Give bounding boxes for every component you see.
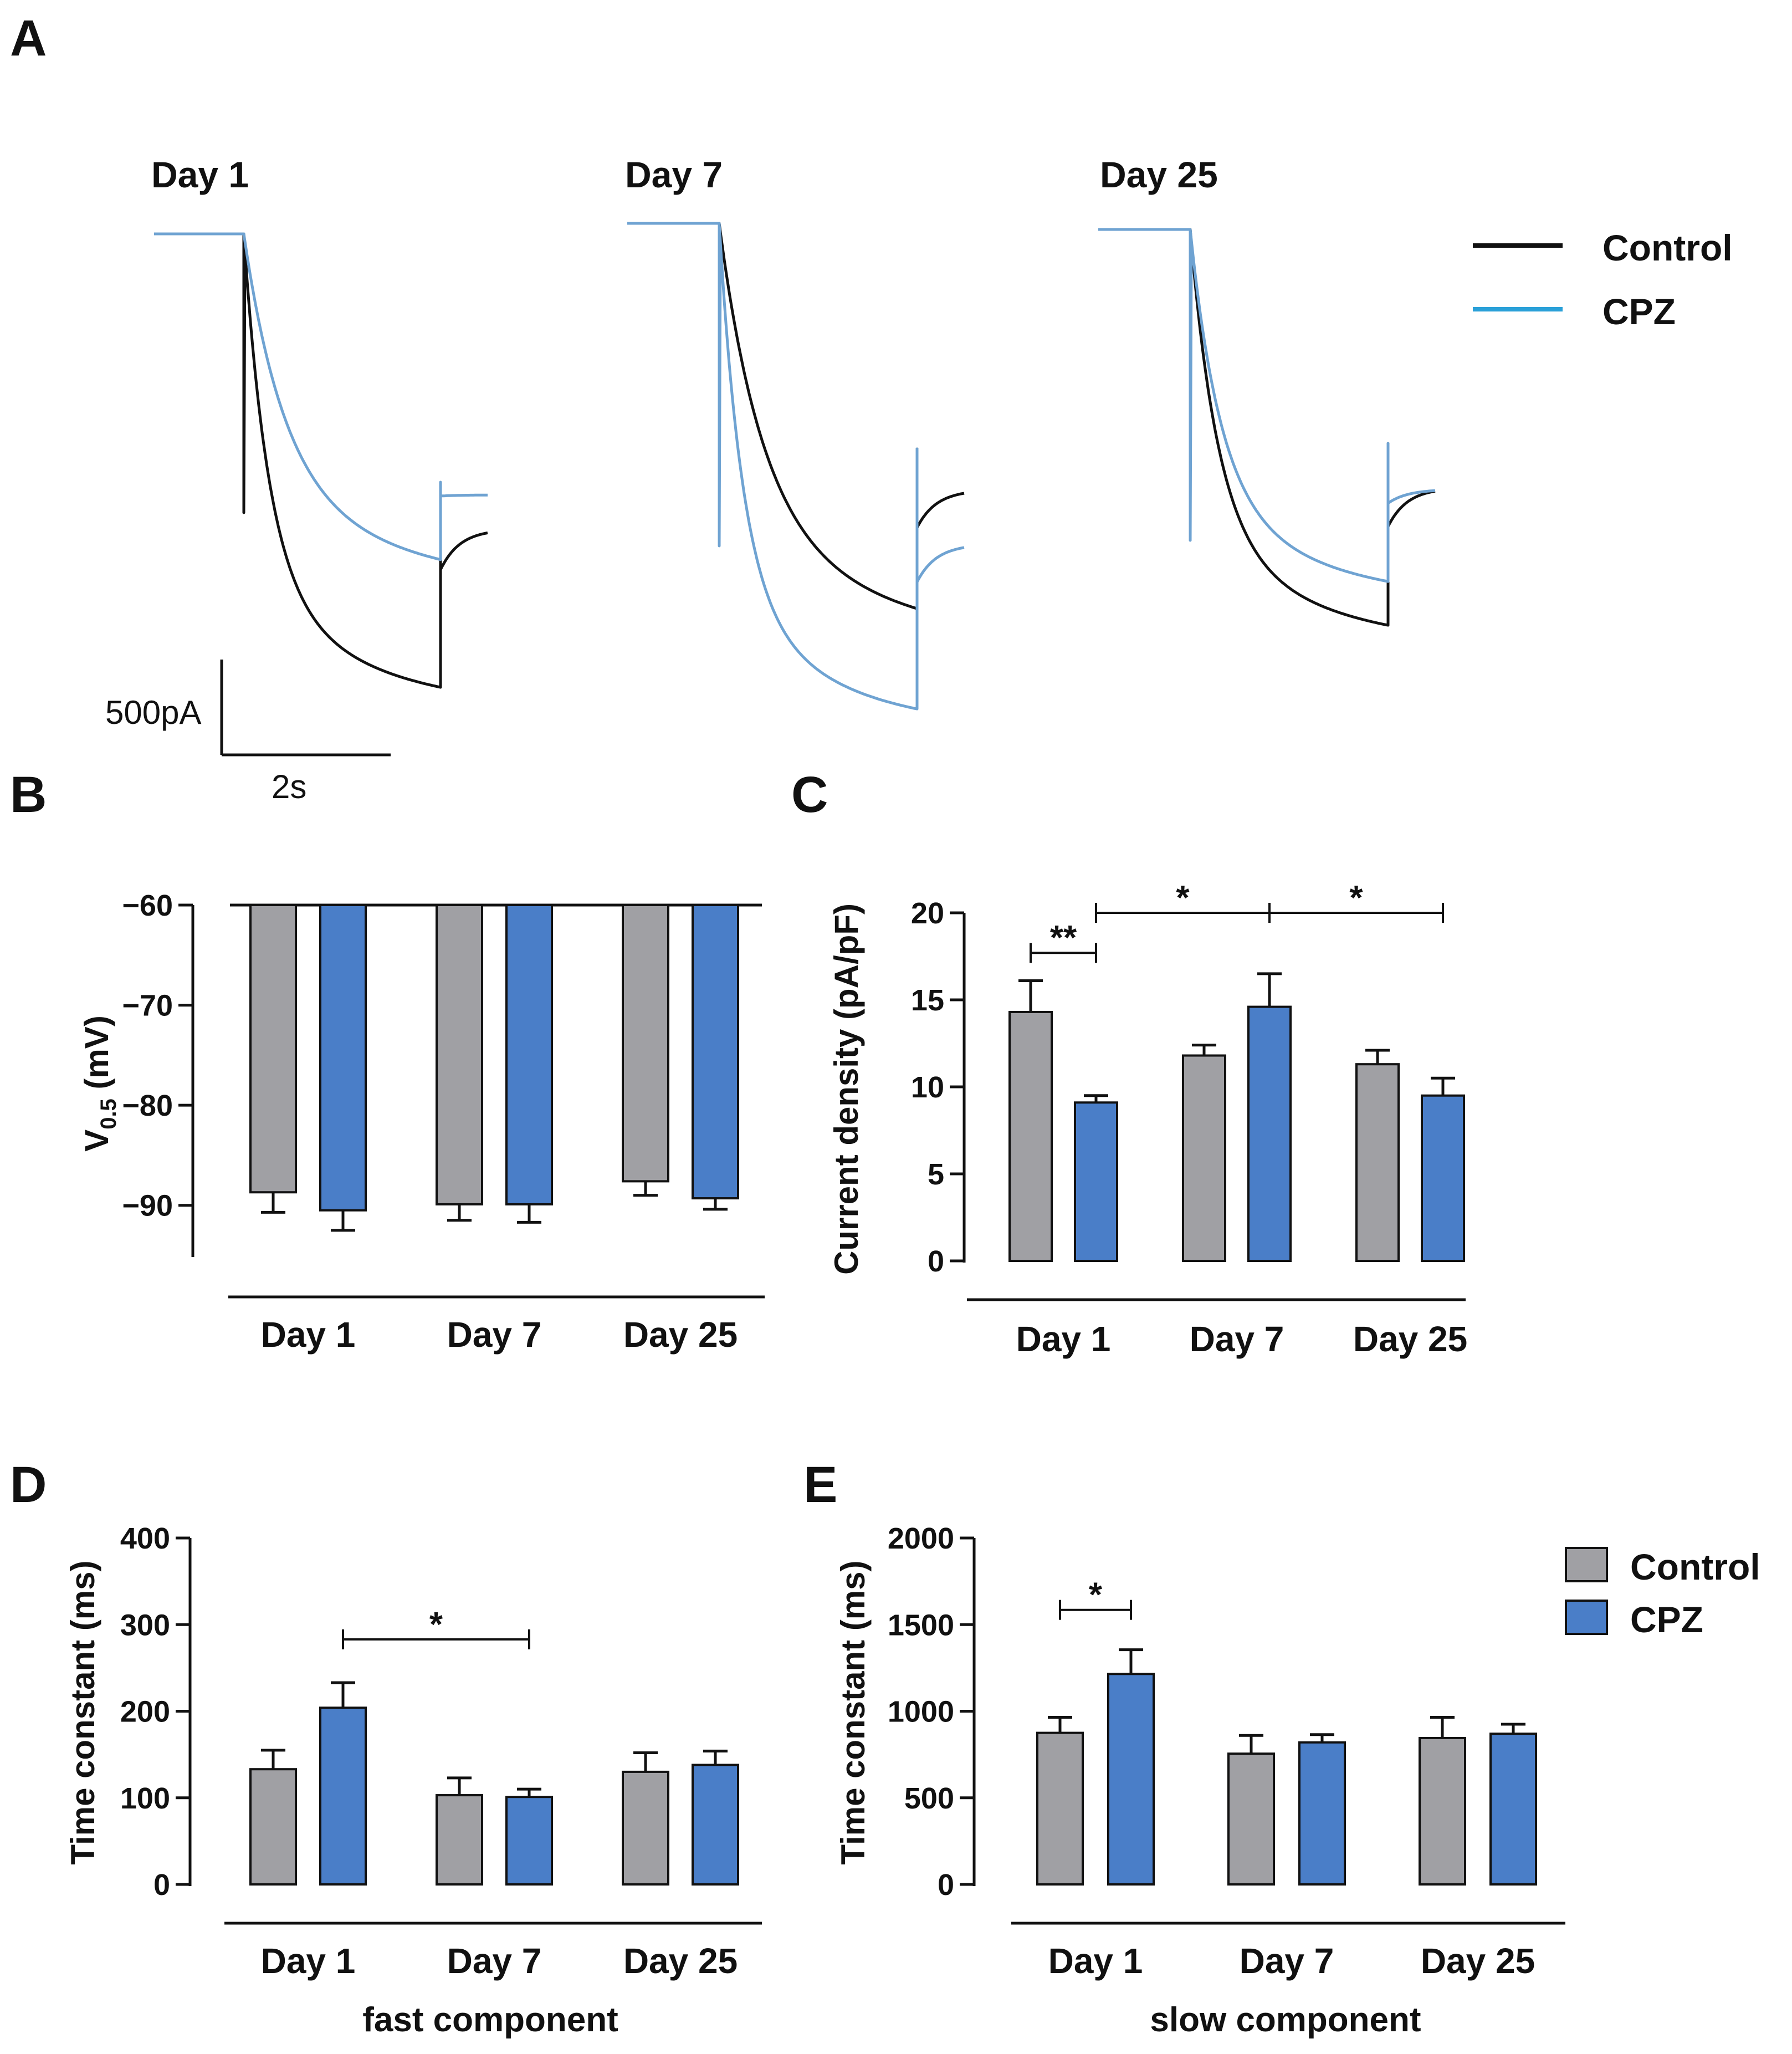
legend-e-control-swatch <box>1565 1547 1608 1582</box>
chart-b-category-label: Day 7 <box>447 1315 542 1355</box>
chart-d-xlabel: fast component <box>362 2001 618 2039</box>
chart-e-bar-control-day25 <box>1419 1736 1466 1886</box>
chart-e-bar-cpz-day25 <box>1489 1733 1537 1886</box>
chart-b-ylabel: V0.5 (mV) <box>78 1015 121 1152</box>
scale-time-label: 2s <box>272 768 306 805</box>
panel-letter-d: D <box>10 1457 47 1513</box>
scale-bar: 500pA 2s <box>105 660 391 805</box>
current-traces <box>154 222 1436 711</box>
chart-d-bar-cpz-day7 <box>505 1796 553 1886</box>
legend-a: Control CPZ <box>1473 227 1733 332</box>
chart-d-ytick-label: 0 <box>153 1868 170 1902</box>
chart-b-bar-control-day1 <box>249 904 297 1194</box>
chart-b-category-label: Day 1 <box>261 1315 356 1355</box>
chart-d-bar-cpz-day25 <box>692 1764 739 1886</box>
chart-d-category-label: Day 25 <box>623 1941 738 1981</box>
chart-e: 0 500 1000 1500 2000 Time constant (ms) Day 1 D… <box>834 1522 1565 2039</box>
trace-cpz-day1 <box>154 232 488 561</box>
chart-e-bar-control-day7 <box>1227 1752 1275 1886</box>
panel-letter-a: A <box>10 10 47 67</box>
chart-d-category-label: Day 1 <box>261 1941 356 1981</box>
chart-c-ytick-label: 5 <box>928 1158 944 1191</box>
trace-title-day7: Day 7 <box>625 154 723 195</box>
chart-e-ytick-label: 0 <box>938 1868 954 1902</box>
chart-b-category-label: Day 25 <box>623 1315 738 1355</box>
chart-c-bar-control-day1 <box>1008 1010 1053 1262</box>
trace-title-day1: Day 1 <box>151 154 249 195</box>
panel-letter-b: B <box>10 767 47 823</box>
chart-b-ytick-label: −90 <box>122 1189 173 1223</box>
chart-b-bar-control-day25 <box>622 904 669 1183</box>
chart-b: −60 −70 −80 −90 V0.5 (mV) Day 1 Day 7 Day 25 <box>78 889 765 1355</box>
chart-e-ytick-label: 500 <box>904 1782 954 1815</box>
chart-e-ytick-label: 1000 <box>888 1695 954 1729</box>
chart-d-bar-control-day25 <box>622 1770 669 1886</box>
legend-e-cpz-swatch <box>1565 1600 1608 1635</box>
chart-d: 0 100 200 300 400 Time constant (ms) Day 1 Day … <box>64 1522 762 2039</box>
chart-e-bar-cpz-day1 <box>1107 1673 1155 1886</box>
chart-b-ytick-label: −60 <box>122 889 173 922</box>
chart-e-xlabel: slow component <box>1150 2001 1421 2039</box>
chart-c-bar-cpz-day25 <box>1421 1094 1465 1262</box>
chart-e-bar-control-day1 <box>1036 1731 1084 1886</box>
chart-c-sig-label: * <box>1176 879 1190 917</box>
chart-d-ytick-label: 300 <box>120 1608 170 1642</box>
chart-e-sig-label: * <box>1089 1576 1103 1614</box>
chart-d-sig-label: * <box>429 1606 443 1644</box>
trace-title-day25: Day 25 <box>1100 154 1218 195</box>
chart-e-bar-cpz-day7 <box>1298 1741 1346 1886</box>
chart-c-bar-control-day7 <box>1182 1054 1226 1262</box>
chart-d-ytick-label: 200 <box>120 1695 170 1729</box>
chart-c-category-label: Day 7 <box>1190 1319 1284 1359</box>
chart-e-ytick-label: 1500 <box>888 1608 954 1642</box>
legend-a-control-label: Control <box>1602 227 1733 268</box>
chart-c-sig-label: ** <box>1050 919 1077 957</box>
legend-e: Control CPZ <box>1565 1546 1760 1640</box>
chart-c-ytick-label: 0 <box>928 1245 944 1278</box>
chart-c-ytick-label: 20 <box>911 897 944 930</box>
chart-c-ytick-label: 15 <box>911 984 944 1017</box>
chart-c-category-label: Day 1 <box>1016 1319 1111 1359</box>
chart-c-category-label: Day 25 <box>1353 1319 1467 1359</box>
chart-e-ylabel: Time constant (ms) <box>834 1561 872 1865</box>
chart-b-bar-cpz-day25 <box>692 904 739 1200</box>
chart-b-bar-cpz-day7 <box>505 904 553 1205</box>
chart-c-bar-cpz-day1 <box>1074 1101 1118 1262</box>
chart-c-sig-label: * <box>1349 879 1363 917</box>
chart-c-bar-control-day25 <box>1355 1063 1400 1263</box>
chart-d-bar-control-day7 <box>436 1794 483 1886</box>
legend-e-cpz-label: CPZ <box>1630 1599 1703 1640</box>
chart-e-category-label: Day 25 <box>1421 1941 1535 1981</box>
chart-b-ytick-label: −80 <box>122 1089 173 1122</box>
legend-a-cpz-label: CPZ <box>1602 291 1676 332</box>
trace-control-day25 <box>1098 228 1436 627</box>
chart-c-bar-cpz-day7 <box>1247 1005 1292 1263</box>
trace-cpz-day25 <box>1098 228 1436 583</box>
chart-b-ytick-label: −70 <box>122 989 173 1023</box>
chart-e-category-label: Day 1 <box>1048 1941 1143 1981</box>
chart-b-bar-cpz-day1 <box>319 904 367 1212</box>
trace-control-day1 <box>154 232 488 689</box>
chart-b-bar-control-day7 <box>436 904 483 1205</box>
trace-cpz-day7 <box>627 222 965 711</box>
panel-letter-c: C <box>791 767 828 823</box>
chart-d-bar-control-day1 <box>249 1768 297 1886</box>
chart-d-ytick-label: 400 <box>120 1522 170 1555</box>
panel-letter-e: E <box>803 1457 837 1513</box>
chart-c: 0 5 10 15 20 Current density (pA/pF) Day 1 Day … <box>828 879 1467 1359</box>
scale-current-label: 500pA <box>105 694 202 731</box>
chart-d-bar-cpz-day1 <box>319 1706 367 1886</box>
chart-c-ylabel: Current density (pA/pF) <box>828 903 865 1275</box>
trace-control-day7 <box>627 222 965 610</box>
chart-d-ytick-label: 100 <box>120 1782 170 1815</box>
legend-e-control-label: Control <box>1630 1546 1760 1587</box>
chart-c-ytick-label: 10 <box>911 1071 944 1104</box>
chart-e-category-label: Day 7 <box>1240 1941 1334 1981</box>
chart-d-ylabel: Time constant (ms) <box>64 1561 101 1865</box>
chart-e-ytick-label: 2000 <box>888 1522 954 1555</box>
chart-d-category-label: Day 7 <box>447 1941 542 1981</box>
